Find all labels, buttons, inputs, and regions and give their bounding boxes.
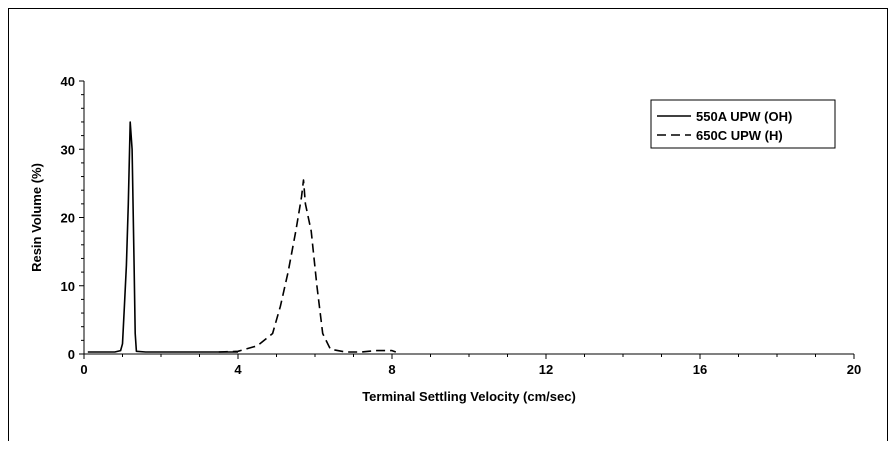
y-ticks: 0 10 20 30 40 [61, 74, 84, 362]
series-line-550a-upw-oh [87, 121, 238, 353]
legend-box [650, 99, 836, 149]
y-tick-label: 30 [61, 142, 75, 157]
figure-frame [8, 8, 888, 441]
y-tick-label: 20 [61, 211, 75, 226]
legend-label-650c-upw-h: 650C UPW (H) [696, 128, 783, 143]
y-axis-title: Resin Volume (%) [29, 163, 44, 272]
x-tick-label: 8 [388, 362, 395, 377]
series-layer [87, 121, 397, 353]
y-tick-label: 10 [61, 279, 75, 294]
x-axis-title: Terminal Settling Velocity (cm/sec) [362, 389, 576, 404]
legend-label-550a-upw-oh: 550A UPW (OH) [696, 109, 792, 124]
x-tick-label: 4 [234, 362, 242, 377]
series-line-650c-upw-h [218, 179, 397, 353]
legend: 550A UPW (OH) 650C UPW (H) [650, 99, 836, 149]
axes: 0 4 8 12 16 20 0 10 20 30 40 [61, 74, 862, 377]
x-tick-label: 20 [847, 362, 861, 377]
x-ticks: 0 4 8 12 16 20 [80, 354, 861, 377]
x-tick-label: 12 [539, 362, 553, 377]
x-tick-label: 0 [80, 362, 87, 377]
y-tick-label: 40 [61, 74, 75, 89]
x-tick-label: 16 [693, 362, 707, 377]
y-tick-label: 0 [68, 347, 75, 362]
